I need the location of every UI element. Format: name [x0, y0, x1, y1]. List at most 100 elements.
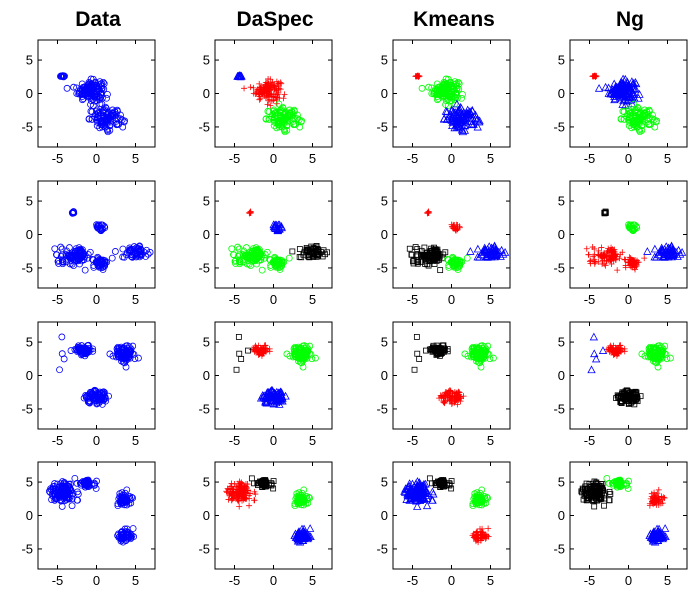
data-point — [477, 250, 486, 259]
data-point — [87, 107, 95, 115]
data-point — [291, 343, 299, 351]
data-point — [292, 532, 301, 541]
y-tick-label: 5 — [381, 475, 388, 490]
data-point — [657, 343, 665, 351]
x-tick-label: 0 — [93, 292, 100, 307]
data-point — [591, 493, 598, 499]
data-point — [604, 89, 613, 97]
data-point — [267, 394, 276, 403]
data-point — [81, 345, 89, 353]
data-point — [453, 85, 461, 92]
data-point — [59, 258, 67, 266]
data-point — [117, 500, 125, 508]
data-point — [590, 349, 599, 358]
data-point — [630, 123, 638, 131]
data-point — [286, 352, 294, 360]
data-point — [638, 127, 646, 134]
data-point — [621, 345, 628, 352]
data-point — [276, 260, 284, 268]
data-point — [591, 260, 598, 267]
data-point — [230, 251, 238, 259]
data-point — [438, 347, 444, 354]
data-point — [98, 123, 106, 131]
data-point — [92, 83, 100, 91]
data-point — [58, 72, 66, 80]
data-point — [283, 122, 291, 130]
data-point — [240, 486, 247, 493]
data-point — [234, 72, 244, 80]
data-point — [251, 497, 258, 504]
data-point — [584, 486, 591, 493]
data-point — [611, 478, 619, 485]
data-point — [611, 252, 618, 259]
y-tick-label: 0 — [558, 508, 565, 523]
x-tick-label: -5 — [229, 573, 241, 588]
data-point — [579, 485, 586, 492]
y-tick-label: -5 — [21, 401, 33, 416]
data-point — [414, 260, 421, 267]
data-point — [660, 524, 670, 532]
data-point — [115, 353, 123, 361]
data-point — [264, 107, 272, 115]
x-tick-label: 5 — [664, 292, 671, 307]
data-point — [234, 243, 242, 251]
data-point — [460, 393, 467, 400]
data-point — [236, 350, 243, 357]
data-point — [477, 353, 485, 361]
y-tick-label: 0 — [26, 508, 33, 523]
data-point — [411, 366, 418, 373]
x-tick-label: -5 — [584, 292, 596, 307]
x-tick-label: 5 — [309, 573, 316, 588]
data-point — [646, 343, 654, 351]
data-point — [92, 111, 100, 118]
data-point — [233, 366, 240, 373]
data-point — [456, 391, 463, 398]
scatter-panel-r4-c2: -5 0 5 5 0 -5 — [198, 461, 333, 588]
data-point — [87, 75, 95, 83]
data-point — [229, 486, 236, 493]
x-tick-label: 0 — [448, 433, 455, 448]
data-point — [610, 95, 619, 104]
data-point — [260, 480, 267, 487]
data-point — [246, 210, 253, 217]
data-point — [236, 258, 244, 266]
data-point — [457, 114, 467, 122]
data-point — [630, 100, 638, 108]
data-point — [135, 245, 143, 252]
data-point — [456, 224, 463, 231]
x-tick-label: 5 — [664, 573, 671, 588]
x-tick-label: 0 — [270, 151, 277, 166]
data-point — [92, 485, 100, 492]
data-point — [58, 73, 66, 80]
data-point — [649, 527, 659, 536]
data-point — [474, 536, 481, 543]
data-point — [257, 95, 264, 102]
data-point — [457, 104, 466, 112]
data-point — [408, 251, 415, 258]
data-point — [85, 478, 93, 486]
data-point — [309, 249, 316, 256]
y-tick-label: 5 — [203, 53, 210, 68]
data-point — [292, 353, 300, 361]
y-tick-label: -5 — [198, 541, 210, 556]
data-point — [297, 501, 305, 509]
data-point — [56, 366, 63, 374]
axes-box — [214, 321, 333, 430]
data-point — [57, 480, 65, 488]
data-point — [81, 266, 89, 274]
data-point — [299, 497, 307, 505]
x-tick-label: 0 — [93, 573, 100, 588]
data-point — [108, 254, 116, 262]
x-tick-label: 0 — [448, 151, 455, 166]
data-point — [119, 253, 127, 261]
data-point — [616, 477, 624, 485]
data-point — [634, 93, 643, 102]
data-point — [630, 84, 639, 92]
data-point — [659, 252, 669, 261]
data-point — [84, 477, 92, 485]
data-point — [241, 85, 248, 92]
x-tick-label: 0 — [625, 433, 632, 448]
data-point — [93, 82, 101, 90]
data-point — [643, 247, 652, 255]
data-point — [634, 108, 642, 116]
